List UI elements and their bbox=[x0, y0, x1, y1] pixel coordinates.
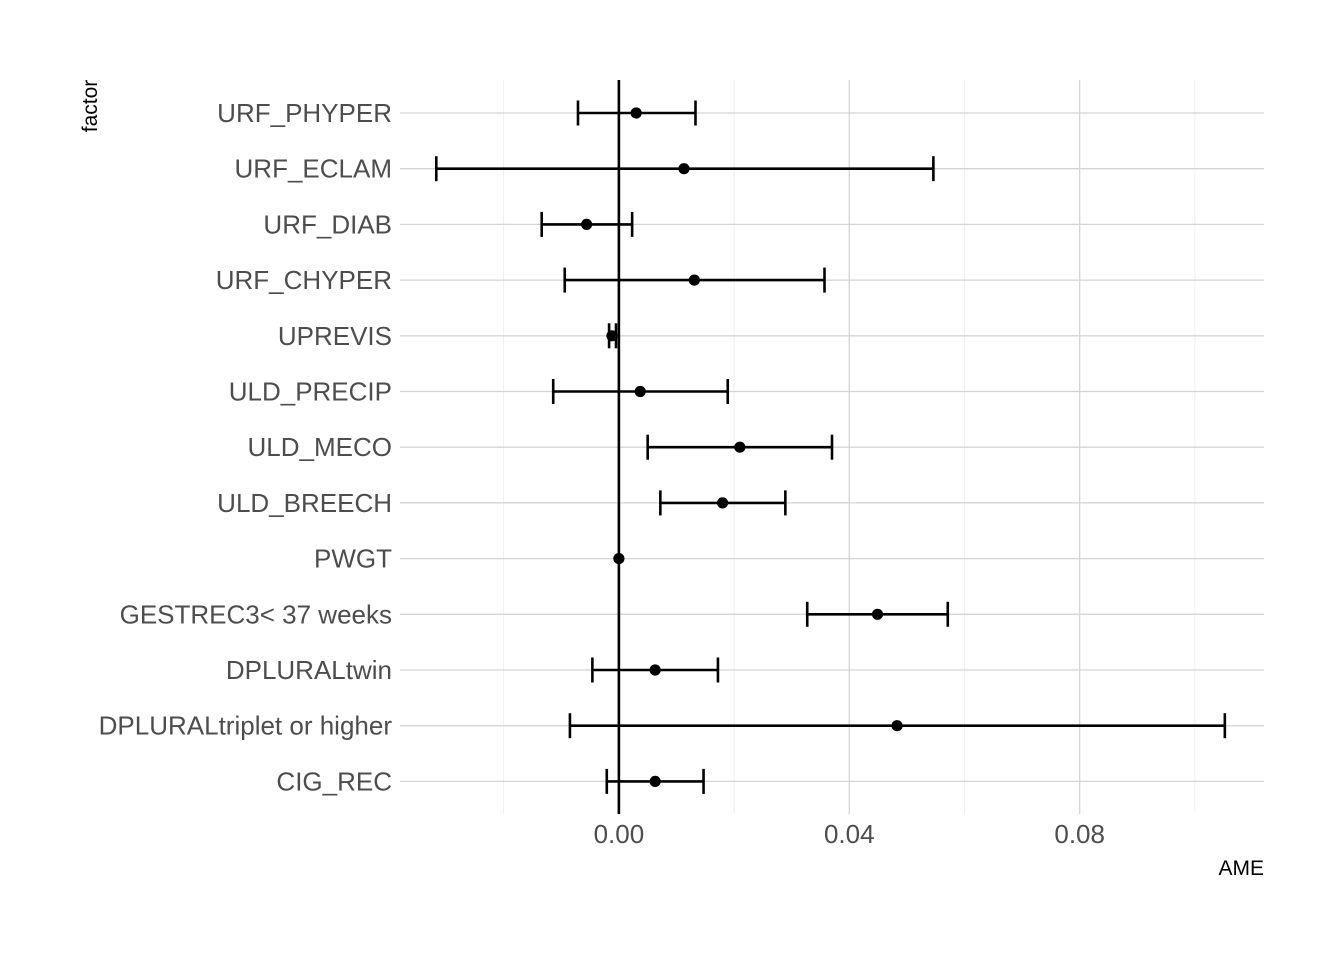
y-tick-label: ULD_MECO bbox=[248, 432, 392, 462]
y-tick-label: PWGT bbox=[314, 544, 392, 574]
error-bars-and-points bbox=[434, 80, 1227, 814]
y-tick-label: ULD_BREECH bbox=[217, 488, 392, 518]
y-tick-label: DPLURALtwin bbox=[226, 655, 392, 685]
y-tick-label: URF_PHYPER bbox=[217, 98, 392, 128]
point-estimate bbox=[688, 274, 700, 286]
point-estimate bbox=[734, 441, 746, 453]
x-tick-label: 0.00 bbox=[594, 819, 645, 849]
y-tick-label: UPREVIS bbox=[278, 321, 392, 351]
point-estimate bbox=[613, 553, 625, 565]
y-axis-tick-labels: URF_PHYPER URF_ECLAM URF_DIAB URF_CHYPER UPR… bbox=[99, 98, 393, 796]
x-tick-label: 0.08 bbox=[1054, 819, 1105, 849]
estimate-urf-phyper bbox=[576, 100, 697, 126]
point-estimate bbox=[606, 330, 618, 342]
y-tick-label: DPLURALtriplet or higher bbox=[99, 711, 393, 741]
estimate-uld-breech bbox=[659, 490, 787, 516]
estimate-urf-eclam bbox=[434, 156, 935, 182]
estimate-cig-rec bbox=[605, 768, 705, 794]
point-estimate bbox=[634, 385, 646, 398]
point-estimate bbox=[678, 163, 690, 175]
estimate-dpluraltwin bbox=[591, 657, 720, 683]
estimate-dpluraltriplet-or-higher bbox=[568, 713, 1227, 739]
y-tick-label: GESTREC3< 37 weeks bbox=[120, 599, 392, 629]
y-tick-label: URF_DIAB bbox=[263, 209, 392, 239]
y-tick-label: CIG_REC bbox=[276, 766, 392, 796]
estimate-pwgt bbox=[613, 553, 625, 565]
y-tick-label: ULD_PRECIP bbox=[229, 377, 392, 407]
y-tick-label: URF_ECLAM bbox=[235, 154, 392, 184]
estimate-uld-meco bbox=[646, 434, 834, 460]
x-axis-tick-labels: 0.00 0.04 0.08 bbox=[594, 819, 1105, 849]
estimate-gestrec3-37-weeks bbox=[805, 601, 950, 627]
x-tick-label: 0.04 bbox=[824, 819, 875, 849]
point-estimate bbox=[891, 720, 903, 732]
point-estimate bbox=[581, 218, 593, 230]
point-estimate bbox=[630, 107, 642, 119]
point-estimate bbox=[649, 775, 661, 788]
point-estimate bbox=[649, 664, 661, 676]
estimate-urf-diab bbox=[540, 211, 634, 237]
y-tick-label: URF_CHYPER bbox=[216, 265, 392, 295]
estimate-urf-chyper bbox=[563, 267, 826, 293]
estimate-uprevis bbox=[606, 323, 618, 349]
x-axis-title: AME bbox=[1218, 857, 1264, 880]
y-axis-title: factor bbox=[79, 80, 102, 133]
point-estimate bbox=[871, 608, 884, 620]
point-estimate bbox=[716, 497, 729, 509]
estimate-uld-precip bbox=[551, 379, 730, 404]
